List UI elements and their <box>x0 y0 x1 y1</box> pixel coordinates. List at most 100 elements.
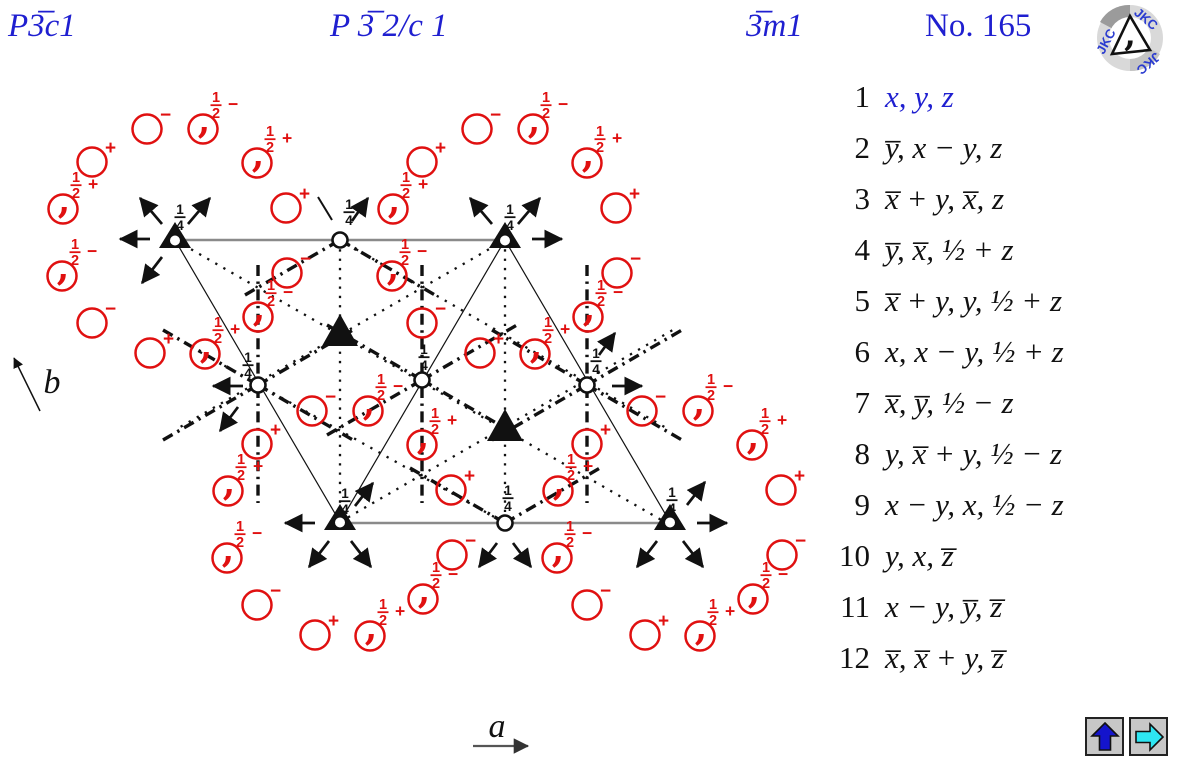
operator-expression: y, x, z̅ <box>885 538 954 573</box>
general-position-site: + <box>270 184 310 224</box>
comma-glyph: , <box>552 529 565 571</box>
enantiomorph-circle <box>737 583 769 615</box>
svg-text:1: 1 <box>420 342 428 357</box>
comma-glyph: , <box>583 288 596 330</box>
symmetry-axes <box>118 196 729 569</box>
twofold-axis-line <box>317 196 333 221</box>
position-circle <box>270 192 302 224</box>
general-position-site: + <box>629 611 669 651</box>
jkc-logo-comma: , <box>1124 15 1136 55</box>
general-position-site: ,12 + <box>571 124 622 179</box>
general-position-site: − <box>436 531 476 571</box>
operator-row-10: 10 y, x, z̅ <box>822 530 1122 581</box>
operator-number: 2 <box>854 130 871 165</box>
height-fraction-label: 12 + <box>565 452 593 484</box>
svg-text:4: 4 <box>176 218 184 233</box>
comma-glyph: , <box>528 100 541 142</box>
position-circle <box>76 307 108 339</box>
position-circle <box>296 395 328 427</box>
svg-text:1: 1 <box>567 452 575 468</box>
operator-number: 7 <box>854 385 871 420</box>
operator-row-8: 8 y, x̅ + y, ½ − z <box>822 428 1122 479</box>
operator-row-6: 6 x, x − y, ½ + z <box>822 326 1122 377</box>
general-position-site: ,12− <box>517 90 568 145</box>
svg-text:−: − <box>558 94 568 114</box>
height-fraction-label: 12− <box>564 519 592 551</box>
nav-up-button[interactable] <box>1085 717 1124 756</box>
svg-text:1: 1 <box>597 278 605 294</box>
inversion-dot <box>664 516 676 529</box>
height-sign-label: + <box>658 611 669 632</box>
position-circle <box>464 337 496 369</box>
general-position-site: ,12− <box>352 372 403 427</box>
height-fraction-label: 12− <box>760 560 788 592</box>
height-fraction-label: 12− <box>234 519 262 551</box>
operator-expression: x, y, z <box>885 79 954 114</box>
operator-number: 3 <box>854 181 871 216</box>
operator-expression: y̅, x − y, z <box>885 130 1003 165</box>
general-position-site: + <box>134 329 174 369</box>
position-circle <box>461 113 493 145</box>
svg-text:1: 1 <box>592 346 600 361</box>
jkc-logo-triangle: , <box>1109 13 1153 56</box>
a-axis-label: a <box>489 708 506 745</box>
operator-row-11: 11 x − y, y̅, z̅ <box>822 581 1122 632</box>
height-sign-label: + <box>464 466 475 487</box>
position-circle <box>435 474 467 506</box>
svg-text:1: 1 <box>761 406 769 422</box>
operator-row-9: 9 x − y, x, ½ − z <box>822 479 1122 530</box>
twofold-axis-arrow <box>186 196 212 225</box>
svg-text:1: 1 <box>542 90 550 106</box>
twofold-axis-arrow <box>516 196 542 225</box>
position-circle <box>131 113 163 145</box>
space-group-number: No. 165 <box>925 8 1032 44</box>
position-circle <box>271 257 303 289</box>
c-glide-dotted-line <box>174 239 506 431</box>
svg-text:4: 4 <box>420 358 428 373</box>
general-position-site: ,12 + <box>241 124 292 179</box>
nav-next-button[interactable] <box>1129 717 1168 756</box>
position-circle <box>600 192 632 224</box>
svg-text:1: 1 <box>402 170 410 186</box>
height-sign-label: + <box>435 138 446 159</box>
svg-text:+: + <box>447 410 457 430</box>
general-position-site: + <box>464 329 504 369</box>
twofold-axis-arrow <box>681 540 705 569</box>
operator-row-3: 3 x̅ + y, x̅, z <box>822 173 1122 224</box>
comma-glyph: , <box>198 100 211 142</box>
height-sign-label: + <box>629 184 640 205</box>
svg-text:2: 2 <box>709 613 717 629</box>
svg-text:+: + <box>282 128 292 148</box>
enantiomorph-circle <box>519 338 551 370</box>
position-circle <box>406 146 438 178</box>
operator-row-12: 12 x̅, x̅ + y, z̅ <box>822 632 1122 683</box>
twofold-axis-arrow <box>353 481 375 507</box>
operator-number: 9 <box>854 487 871 522</box>
svg-text:+: + <box>88 174 98 194</box>
general-position-site: − <box>571 581 611 621</box>
general-position-site: ,12 + <box>684 597 735 652</box>
height-sign-label: − <box>795 531 806 552</box>
height-fraction-label: 12− <box>399 237 427 269</box>
svg-text:+: + <box>583 456 593 476</box>
general-position-site: ,12 + <box>47 170 98 225</box>
svg-text:2: 2 <box>71 253 79 269</box>
general-position-site: + <box>76 138 116 178</box>
svg-text:−: − <box>228 94 238 114</box>
comma-glyph: , <box>222 529 235 571</box>
svg-text:2: 2 <box>401 253 409 269</box>
general-position-site: ,12 + <box>406 406 457 461</box>
svg-text:2: 2 <box>377 388 385 404</box>
svg-text:+: + <box>230 319 240 339</box>
svg-text:2: 2 <box>402 186 410 202</box>
svg-text:1: 1 <box>267 278 275 294</box>
height-fraction-label: 12− <box>375 372 403 404</box>
jkc-logo[interactable]: JKC JKC JKC , <box>1090 2 1170 76</box>
operator-expression: x, x − y, ½ + z <box>885 334 1064 369</box>
position-circle <box>76 146 108 178</box>
glide-dashdot-line <box>162 328 259 387</box>
svg-text:−: − <box>778 564 788 584</box>
operator-number: 5 <box>854 283 871 318</box>
comma-glyph: , <box>553 462 566 504</box>
svg-text:−: − <box>723 376 733 396</box>
